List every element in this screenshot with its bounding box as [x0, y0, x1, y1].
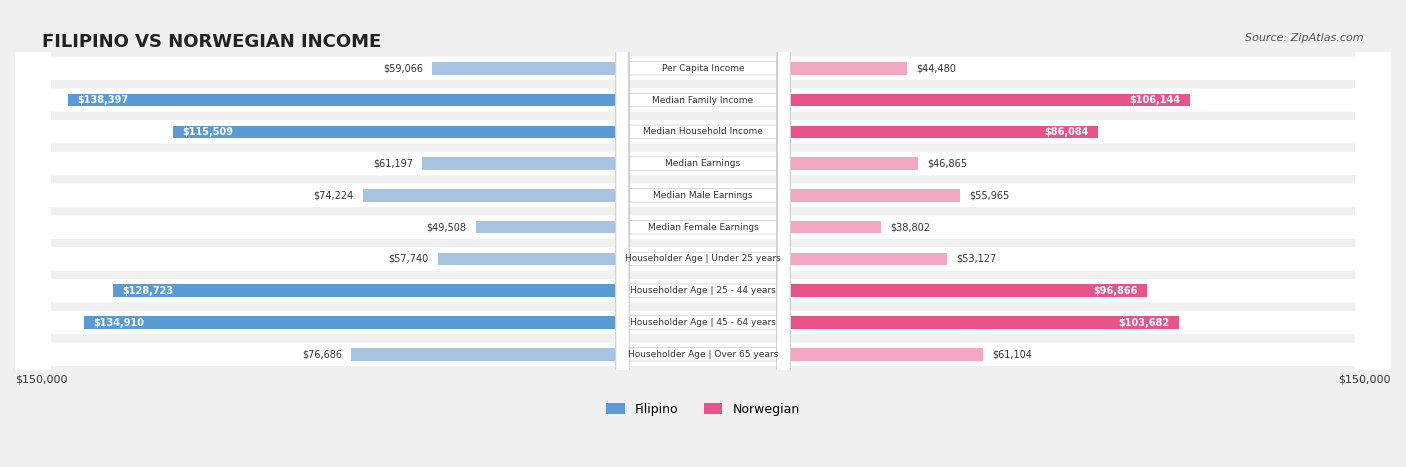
- Text: Median Female Earnings: Median Female Earnings: [648, 223, 758, 232]
- Bar: [15, 152, 1391, 175]
- Text: $96,866: $96,866: [1094, 286, 1137, 296]
- Text: Householder Age | 45 - 64 years: Householder Age | 45 - 64 years: [630, 318, 776, 327]
- FancyBboxPatch shape: [15, 0, 1391, 467]
- Bar: [703, 62, 907, 75]
- Bar: [703, 189, 960, 202]
- Text: Median Earnings: Median Earnings: [665, 159, 741, 168]
- Bar: [69, 94, 703, 106]
- Text: Per Capita Income: Per Capita Income: [662, 64, 744, 73]
- FancyBboxPatch shape: [15, 0, 1391, 467]
- Text: Householder Age | Over 65 years: Householder Age | Over 65 years: [628, 350, 778, 359]
- FancyBboxPatch shape: [616, 0, 790, 467]
- Text: $76,686: $76,686: [302, 349, 342, 359]
- FancyBboxPatch shape: [15, 0, 1391, 467]
- Bar: [15, 184, 1391, 207]
- Text: $46,865: $46,865: [927, 159, 967, 169]
- Bar: [84, 316, 703, 329]
- Bar: [15, 89, 1391, 112]
- Bar: [703, 316, 1178, 329]
- Bar: [15, 248, 1391, 270]
- Text: $138,397: $138,397: [77, 95, 128, 105]
- Text: $128,723: $128,723: [122, 286, 173, 296]
- Text: Householder Age | 25 - 44 years: Householder Age | 25 - 44 years: [630, 286, 776, 295]
- Bar: [15, 343, 1391, 366]
- Bar: [15, 279, 1391, 302]
- FancyBboxPatch shape: [616, 0, 790, 467]
- Text: $61,104: $61,104: [993, 349, 1032, 359]
- FancyBboxPatch shape: [616, 0, 790, 467]
- Text: Source: ZipAtlas.com: Source: ZipAtlas.com: [1246, 33, 1364, 42]
- Bar: [422, 157, 703, 170]
- Text: $134,910: $134,910: [93, 318, 145, 327]
- FancyBboxPatch shape: [15, 0, 1391, 467]
- Text: $53,127: $53,127: [956, 254, 995, 264]
- FancyBboxPatch shape: [15, 0, 1391, 467]
- Bar: [15, 216, 1391, 239]
- FancyBboxPatch shape: [616, 0, 790, 467]
- Text: $115,509: $115,509: [183, 127, 233, 137]
- Bar: [439, 253, 703, 265]
- Text: $57,740: $57,740: [388, 254, 429, 264]
- Bar: [173, 126, 703, 138]
- Text: $150,000: $150,000: [1339, 375, 1391, 385]
- FancyBboxPatch shape: [15, 0, 1391, 467]
- FancyBboxPatch shape: [15, 0, 1391, 467]
- Text: FILIPINO VS NORWEGIAN INCOME: FILIPINO VS NORWEGIAN INCOME: [42, 33, 381, 51]
- FancyBboxPatch shape: [616, 0, 790, 467]
- Bar: [703, 126, 1098, 138]
- FancyBboxPatch shape: [616, 0, 790, 467]
- Bar: [703, 348, 983, 361]
- Bar: [15, 311, 1391, 334]
- Text: $106,144: $106,144: [1129, 95, 1181, 105]
- FancyBboxPatch shape: [616, 0, 790, 467]
- FancyBboxPatch shape: [616, 0, 790, 467]
- Bar: [432, 62, 703, 75]
- Bar: [703, 157, 918, 170]
- Text: $55,965: $55,965: [969, 191, 1010, 200]
- Text: Median Household Income: Median Household Income: [643, 127, 763, 136]
- FancyBboxPatch shape: [616, 0, 790, 467]
- Bar: [703, 221, 882, 234]
- Text: $38,802: $38,802: [890, 222, 931, 232]
- Bar: [703, 284, 1147, 297]
- Text: $103,682: $103,682: [1118, 318, 1170, 327]
- FancyBboxPatch shape: [616, 0, 790, 467]
- Text: $49,508: $49,508: [427, 222, 467, 232]
- Text: $59,066: $59,066: [382, 63, 423, 73]
- Bar: [352, 348, 703, 361]
- FancyBboxPatch shape: [15, 0, 1391, 467]
- Text: $44,480: $44,480: [917, 63, 956, 73]
- FancyBboxPatch shape: [15, 0, 1391, 467]
- Bar: [15, 120, 1391, 143]
- Text: $150,000: $150,000: [15, 375, 67, 385]
- Text: Median Family Income: Median Family Income: [652, 96, 754, 105]
- Bar: [15, 57, 1391, 80]
- Text: $86,084: $86,084: [1045, 127, 1088, 137]
- Text: Median Male Earnings: Median Male Earnings: [654, 191, 752, 200]
- Text: $74,224: $74,224: [314, 191, 353, 200]
- Bar: [703, 253, 946, 265]
- Bar: [112, 284, 703, 297]
- FancyBboxPatch shape: [15, 0, 1391, 467]
- Bar: [363, 189, 703, 202]
- Bar: [703, 94, 1189, 106]
- Text: $61,197: $61,197: [373, 159, 413, 169]
- Legend: Filipino, Norwegian: Filipino, Norwegian: [602, 398, 804, 421]
- Text: Householder Age | Under 25 years: Householder Age | Under 25 years: [626, 255, 780, 263]
- Bar: [475, 221, 703, 234]
